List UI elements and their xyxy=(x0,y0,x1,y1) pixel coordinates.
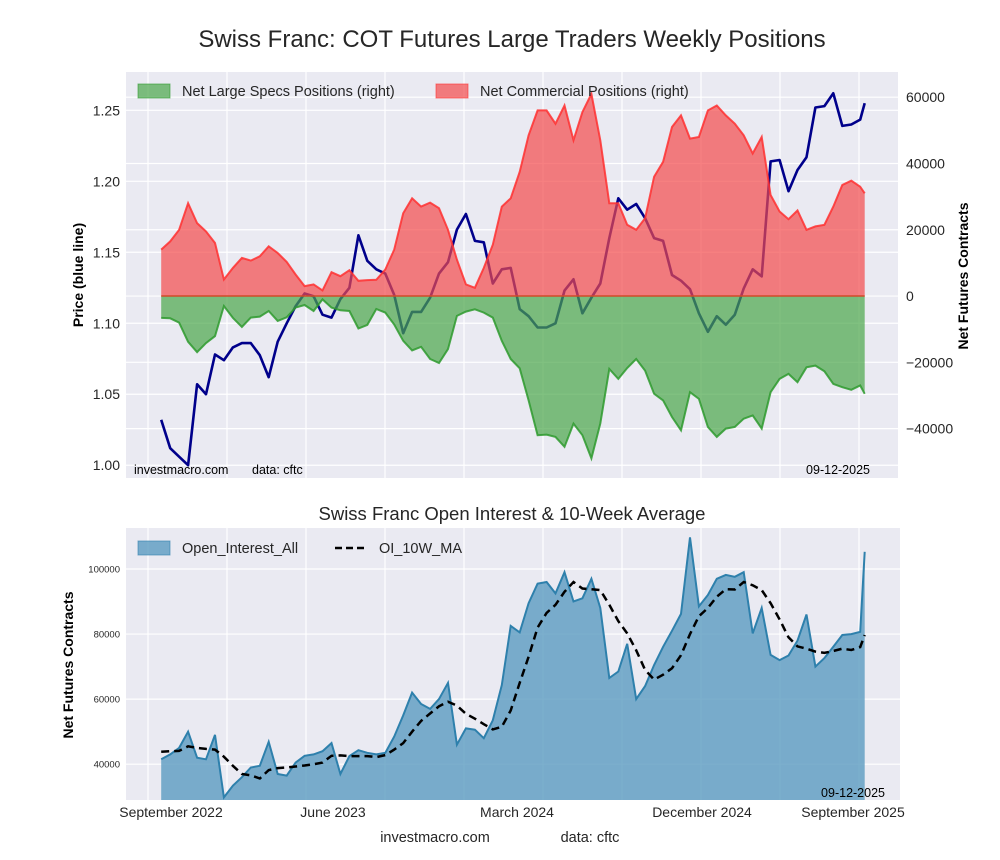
y-tick-label-right: −40000 xyxy=(906,421,953,437)
x-tick-label: June 2023 xyxy=(300,804,366,820)
x-tick-label: September 2022 xyxy=(119,804,223,820)
footer-site: investmacro.com xyxy=(380,830,490,846)
legend: Open_Interest_All OI_10W_MA xyxy=(137,540,462,557)
x-tick-label: December 2024 xyxy=(652,804,752,820)
y-axis-label-right: Net Futures Contracts xyxy=(955,202,971,349)
y-tick-label-left: 1.20 xyxy=(93,173,120,189)
legend-label-moving-average: OI_10W_MA xyxy=(379,541,462,557)
y-tick-label-right: 40000 xyxy=(906,155,945,171)
legend-swatch-open-interest xyxy=(137,540,171,556)
cot-positions-chart: 1.00 1.05 1.10 1.15 1.20 1.25 −40000 −20000 0 200… xyxy=(70,72,971,478)
specs-line xyxy=(161,297,866,462)
y-tick-label-left: 1.15 xyxy=(93,244,120,260)
y-tick-label: 40000 xyxy=(94,760,120,771)
annotation-site: investmacro.com xyxy=(134,463,228,477)
y-tick-label: 60000 xyxy=(94,695,120,706)
y-tick-label-left: 1.10 xyxy=(93,315,120,331)
x-tick-label: March 2024 xyxy=(480,804,554,820)
y-tick-label-right: 0 xyxy=(906,288,914,304)
y-tick-label-left: 1.25 xyxy=(93,102,120,118)
y-tick-label-left: 1.05 xyxy=(93,386,120,402)
y-tick-label: 80000 xyxy=(94,630,120,641)
y-tick-label-right: −20000 xyxy=(906,354,953,370)
open-interest-area xyxy=(161,537,865,800)
legend-label-open-interest: Open_Interest_All xyxy=(182,541,298,557)
footer-source: data: cftc xyxy=(561,830,620,846)
plot-marks xyxy=(159,90,866,467)
annotation-source: data: cftc xyxy=(252,463,303,477)
y-tick-label: 100000 xyxy=(88,564,120,575)
subchart-title: Swiss Franc Open Interest & 10-Week Aver… xyxy=(319,503,706,524)
commercial-line xyxy=(160,90,866,292)
open-interest-chart: Swiss Franc Open Interest & 10-Week Aver… xyxy=(60,503,905,820)
y-tick-label-left: 1.00 xyxy=(93,457,120,473)
legend: Net Large Specs Positions (right) Net Co… xyxy=(137,83,689,100)
y-axis-label: Net Futures Contracts xyxy=(60,591,76,738)
commercial-area xyxy=(161,93,865,297)
legend-swatch-specs xyxy=(137,83,171,99)
y-tick-label-right: 20000 xyxy=(906,222,945,238)
y-tick-label-right: 60000 xyxy=(906,89,945,105)
legend-label-commercial: Net Commercial Positions (right) xyxy=(480,84,689,100)
axis-ticks: 40000 60000 80000 100000 September 2022 June … xyxy=(88,564,905,820)
moving-average-line xyxy=(161,580,866,780)
y-axis-label-left: Price (blue line) xyxy=(70,223,86,327)
axis-ticks: 1.00 1.05 1.10 1.15 1.20 1.25 −40000 −20000 0 200… xyxy=(93,89,954,473)
open-interest-line xyxy=(160,537,866,800)
specs-area xyxy=(161,296,865,459)
legend-swatch-commercial xyxy=(435,83,469,99)
annotation-date: 09-12-2025 xyxy=(821,786,885,800)
plot-marks xyxy=(160,537,866,800)
chart-title: Swiss Franc: COT Futures Large Traders W… xyxy=(198,26,825,53)
x-tick-label: September 2025 xyxy=(801,804,905,820)
legend-label-specs: Net Large Specs Positions (right) xyxy=(182,84,395,100)
annotation-date: 09-12-2025 xyxy=(806,463,870,477)
